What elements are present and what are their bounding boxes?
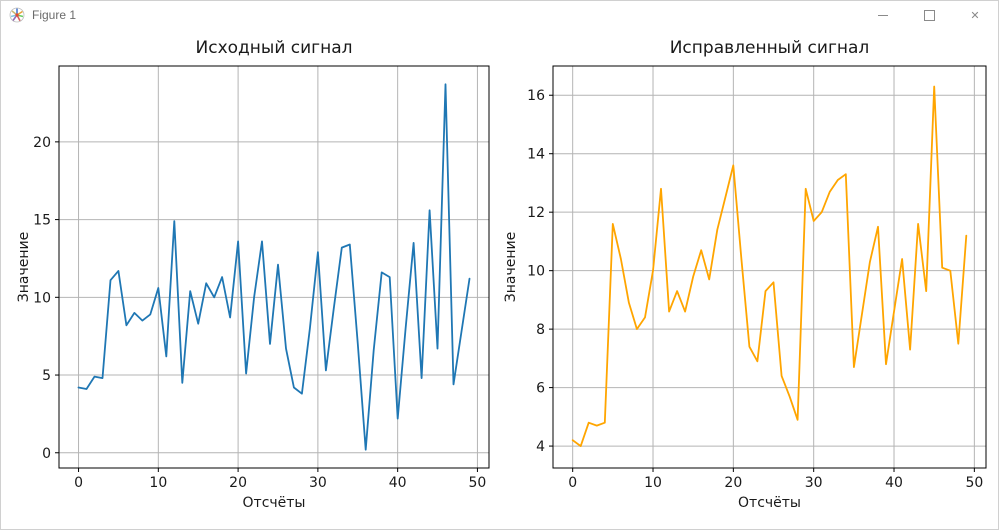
minimize-button[interactable] — [860, 1, 906, 29]
y-tick-label: 14 — [527, 147, 545, 163]
x-tick-label: 20 — [724, 475, 742, 491]
right-chart: 0 10 20 30 40 50 4 6 8 10 12 14 16 — [527, 65, 987, 491]
signal-line — [77, 83, 471, 451]
y-tick-label: 16 — [527, 88, 545, 104]
close-button[interactable]: ✕ — [952, 1, 998, 29]
window-title: Figure 1 — [32, 8, 77, 22]
right-chart-xlabel: Отсчёты — [738, 495, 801, 511]
right-chart-title: Исправленный сигнал — [669, 38, 870, 58]
x-tick-label: 40 — [885, 475, 903, 491]
signal-line — [571, 85, 968, 448]
left-chart-title: Исходный сигнал — [195, 38, 353, 58]
x-tick-label: 50 — [965, 475, 983, 491]
y-tick-label: 8 — [536, 322, 545, 338]
x-tick-label: 0 — [568, 475, 577, 491]
window-titlebar[interactable]: Figure 1 ✕ — [1, 1, 998, 29]
y-tick-label: 10 — [527, 264, 545, 280]
y-tick-label: 20 — [33, 135, 51, 151]
matplotlib-icon — [9, 7, 25, 23]
window-controls: ✕ — [860, 1, 998, 29]
y-tick-label: 5 — [42, 368, 51, 384]
y-tick-label: 6 — [536, 381, 545, 397]
figure-canvas: 0 10 20 30 40 50 0 5 10 15 20 0 10 20 30 40 50 4 6 8 10 12 14 1… — [1, 29, 998, 529]
x-tick-label: 10 — [644, 475, 662, 491]
x-tick-label: 40 — [389, 475, 407, 491]
x-tick-label: 50 — [469, 475, 487, 491]
right-chart-ylabel: Значение — [503, 231, 519, 303]
left-chart-xlabel: Отсчёты — [242, 495, 306, 511]
left-chart-ylabel: Значение — [16, 231, 32, 303]
y-tick-label: 10 — [33, 290, 51, 306]
maximize-button[interactable] — [906, 1, 952, 29]
x-tick-label: 30 — [805, 475, 823, 491]
y-tick-label: 4 — [536, 439, 545, 455]
close-icon: ✕ — [970, 8, 980, 22]
y-tick-label: 0 — [42, 446, 51, 462]
minimize-icon — [878, 14, 888, 16]
x-tick-label: 20 — [229, 475, 247, 491]
x-tick-label: 10 — [149, 475, 167, 491]
y-tick-label: 12 — [527, 205, 545, 221]
maximize-icon — [923, 9, 935, 21]
left-chart: 0 10 20 30 40 50 0 5 10 15 20 — [33, 65, 490, 491]
y-tick-label: 15 — [33, 213, 51, 229]
x-tick-label: 0 — [74, 475, 83, 491]
x-tick-label: 30 — [309, 475, 327, 491]
